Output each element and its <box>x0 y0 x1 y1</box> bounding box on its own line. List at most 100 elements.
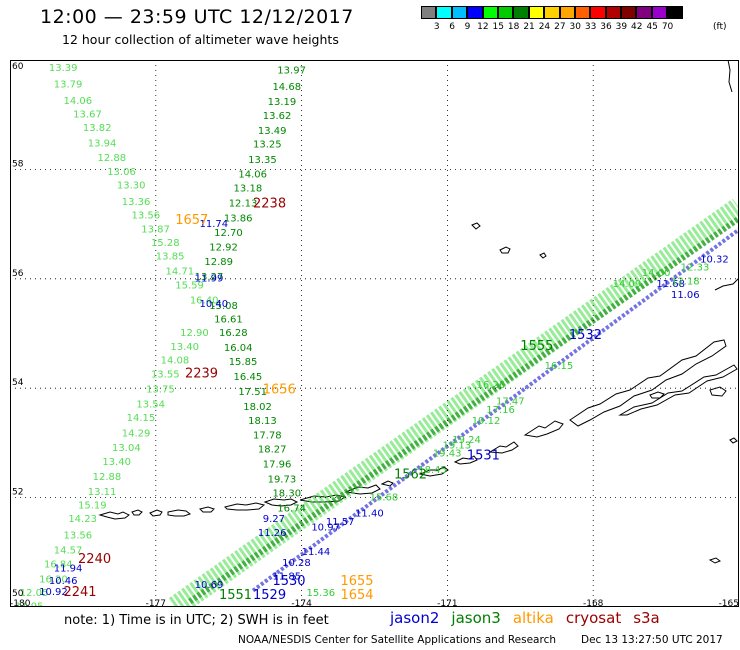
wave-height-value: 15.59 <box>175 281 204 292</box>
wave-height-value: 13.11 <box>88 487 117 498</box>
wave-height-value: 13.97 <box>277 66 306 77</box>
footer-credit: NOAA/NESDIS Center for Satellite Applica… <box>238 634 556 646</box>
pass-time-label: 1530 <box>272 574 305 589</box>
lat-tick-label: 60 <box>12 62 24 72</box>
scale-tick-label: 18 <box>507 22 520 32</box>
wave-height-value: 14.09 <box>613 279 642 290</box>
wave-height-value: 15.28 <box>151 238 180 249</box>
pass-time-label: 2241 <box>63 585 96 600</box>
satellite-legend-cryosat: cryosat <box>565 609 622 627</box>
wave-height-value: 18.27 <box>258 445 287 456</box>
scale-swatch <box>636 6 652 19</box>
wave-height-color-scale <box>421 6 683 19</box>
wave-height-value: 14.23 <box>68 514 97 525</box>
wave-height-value: 16.61 <box>214 315 243 326</box>
wave-height-value: 13.94 <box>88 138 117 149</box>
pribilof-island <box>499 246 511 254</box>
scale-tick-label: 9 <box>464 22 471 32</box>
coast-fragment <box>709 386 727 397</box>
wave-height-value: 13.18 <box>234 183 263 194</box>
aleutian-island <box>418 466 449 477</box>
scale-swatch <box>651 6 668 19</box>
wave-height-value: 13.25 <box>253 140 282 151</box>
aleutian-island <box>98 511 130 520</box>
wave-height-value: 13.56 <box>63 531 92 542</box>
wave-height-value: 12.88 <box>97 153 126 164</box>
aleutian-island <box>488 441 519 454</box>
wave-height-value: 14.06 <box>238 170 267 181</box>
aleutian-island <box>344 484 381 495</box>
wave-height-value: 17.96 <box>263 460 292 471</box>
lat-tick-label: 50 <box>12 589 24 599</box>
wave-height-value: 15.85 <box>229 357 258 368</box>
color-scale-labels: 3 6 9 12 15 18 21 24 27 30 33 36 39 42 45 70 <box>421 22 675 32</box>
lon-tick-label: -177 <box>146 599 166 607</box>
wave-height-value: 19.13 <box>443 440 472 451</box>
aleutian-island <box>523 420 564 438</box>
wave-height-value: 18.02 <box>243 402 272 413</box>
wave-height-value: 13.40 <box>102 457 131 468</box>
wave-height-value: 18.45 <box>418 465 447 476</box>
scale-swatch <box>559 6 575 19</box>
aleutian-island <box>380 480 394 487</box>
satellite-legend-jason2: jason2 <box>390 609 440 627</box>
wave-height-value: 17.51 <box>238 387 267 398</box>
map-frame <box>10 60 739 607</box>
wave-height-value: 16.20 <box>39 574 68 585</box>
wave-height-value: 13.56 <box>132 211 161 222</box>
wave-height-value: 11.68 <box>656 279 685 290</box>
wave-height-value: 19.73 <box>268 474 297 485</box>
wave-height-value: 11.26 <box>258 528 287 539</box>
wave-height-value: 16.15 <box>545 361 574 372</box>
coastline <box>98 60 739 564</box>
altimeter-map: 13.39 13.79 14.06 13.67 13.82 13.94 12.88 13.06… <box>10 60 739 607</box>
wave-height-value: 16.74 <box>277 503 306 514</box>
pass-time-label: 1531 <box>467 448 500 463</box>
wave-height-value: 13.04 <box>112 443 141 454</box>
wave-height-value: 14.06 <box>63 96 92 107</box>
track-jason2 <box>251 227 739 593</box>
wave-height-value: 10.69 <box>195 580 224 591</box>
coast-fragment <box>714 277 739 291</box>
wave-height-value: 11.74 <box>200 219 229 230</box>
wave-height-value: 11.95 <box>15 602 44 607</box>
wave-height-value: 10.32 <box>700 254 729 265</box>
wave-height-value: 18.13 <box>248 416 277 427</box>
pass-time-label: 1657 <box>175 213 208 228</box>
wave-height-value: 19.12 <box>472 416 501 427</box>
wave-height-value: 15.36 <box>306 588 335 599</box>
lon-tick-label: -168 <box>583 599 604 607</box>
wave-height-value: 12.18 <box>671 276 700 287</box>
pribilof-island <box>471 222 481 230</box>
page-title: 12:00 — 23:59 UTC 12/12/2017 <box>40 6 354 28</box>
pass-time-label: 1656 <box>263 383 296 398</box>
satellite-legend-s3a: s3a <box>633 609 660 627</box>
pass-time-label: 1562 <box>394 467 427 482</box>
wave-height-value: 14.57 <box>54 545 83 556</box>
scale-swatch <box>421 6 437 19</box>
wave-height-value: 12.13 <box>229 199 258 210</box>
wave-height-value: 13.49 <box>258 126 287 137</box>
scale-tick-label: 15 <box>492 22 504 32</box>
pass-time-label: 1551 <box>219 588 252 603</box>
scale-tick-label: 70 <box>661 22 674 32</box>
pribilof-island <box>539 252 547 259</box>
wave-height-value: 16.45 <box>234 372 263 383</box>
lat-tick-label: 54 <box>12 378 24 388</box>
wave-height-value: 12.92 <box>209 242 238 253</box>
wave-height-value: 15.19 <box>78 501 107 512</box>
wave-height-value: 12.90 <box>180 328 209 339</box>
wave-height-value: 16.28 <box>219 328 248 339</box>
coast-fragment <box>708 557 722 564</box>
alaska-peninsula <box>569 339 727 427</box>
wave-height-value: 13.55 <box>151 369 180 380</box>
scale-swatch <box>667 6 683 19</box>
wave-height-value: 10.40 <box>200 299 229 310</box>
wave-height-value: 17.47 <box>496 397 525 408</box>
wave-height-value: 13.36 <box>122 197 151 208</box>
aleutian-island <box>167 509 192 517</box>
coast-fragment <box>649 391 665 399</box>
wave-height-value: 13.35 <box>248 155 277 166</box>
wave-height-value: 12.70 <box>214 228 243 239</box>
